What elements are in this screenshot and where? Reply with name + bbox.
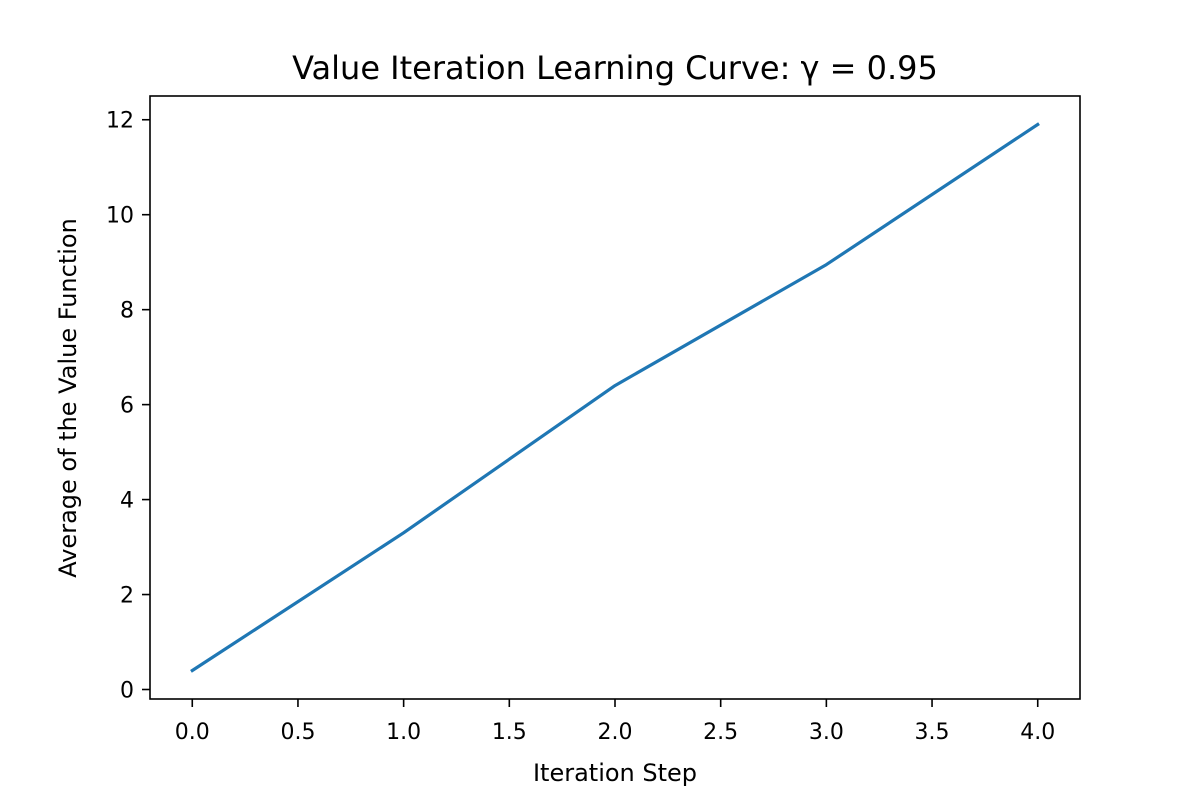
y-axis-label: Average of the Value Function (54, 218, 82, 578)
y-tick-label: 6 (120, 394, 134, 419)
x-tick-label: 4.0 (1020, 720, 1055, 745)
x-tick-label: 0.5 (280, 720, 315, 745)
x-tick-label: 2.5 (703, 720, 738, 745)
x-tick-label: 3.5 (915, 720, 950, 745)
x-axis-ticks: 0.0 0.5 1.0 1.5 2.0 2.5 3.0 3.5 4.0 (175, 699, 1055, 745)
series-line (190, 122, 1040, 673)
y-tick-label: 0 (120, 679, 134, 704)
x-tick-label: 1.0 (386, 720, 421, 745)
y-tick-label: 2 (120, 584, 134, 609)
y-tick-label: 8 (120, 299, 134, 324)
x-tick-label: 1.5 (492, 720, 527, 745)
x-axis-label: Iteration Step (533, 759, 697, 787)
y-axis-ticks: 0 2 4 6 8 10 12 (106, 109, 150, 704)
y-tick-label: 4 (120, 489, 134, 514)
x-tick-label: 2.0 (598, 720, 633, 745)
plot-area (190, 122, 1040, 673)
y-tick-label: 12 (106, 109, 134, 134)
axes-frame (149, 95, 1081, 700)
x-tick-label: 3.0 (809, 720, 844, 745)
chart-title: Value Iteration Learning Curve: γ = 0.95 (292, 49, 938, 87)
x-tick-label: 0.0 (175, 720, 210, 745)
y-tick-label: 10 (106, 204, 134, 229)
